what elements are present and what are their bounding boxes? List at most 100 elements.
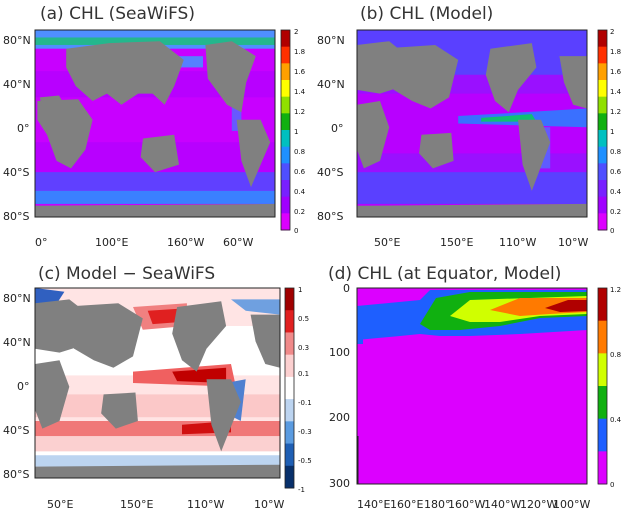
colorbar-swatch [598, 80, 607, 98]
panel-d-y-ticks: 0 100 200 300 [329, 282, 350, 490]
panel-a-x-tick: 160°W [167, 236, 204, 249]
colorbar-swatch [598, 213, 607, 231]
colorbar-swatch [281, 146, 290, 164]
colorbar-swatch [285, 465, 294, 489]
panel-c-x-tick: 50°E [47, 498, 73, 511]
panel-a-y-tick: 0° [17, 122, 30, 135]
panel-b-colorbar-label: 1.2 [610, 108, 621, 116]
colorbar-frame [597, 287, 608, 485]
colorbar-swatch [598, 113, 607, 131]
panel-a-colorbar-label: 0.4 [294, 188, 306, 196]
panel-a-colorbar-label: 0.2 [294, 208, 305, 216]
panel-d-x-tick: 180° [424, 498, 451, 511]
colorbar-swatch [598, 130, 607, 148]
panel-a-colorbar-label: 1 [294, 128, 298, 136]
panel-d-x-tick: 160°W [448, 498, 485, 511]
colorbar-swatch [281, 180, 290, 198]
panel-c-colorbar [284, 287, 295, 489]
panel-c-x-tick: 110°W [187, 498, 224, 511]
panel-c-colorbar-label: 1 [298, 286, 302, 294]
panel-c-y-tick: 40°S [3, 424, 29, 437]
panel-a-colorbar-label: 1.6 [294, 68, 306, 76]
panel-b-y-tick: 0° [331, 122, 344, 135]
colorbar-swatch [285, 421, 294, 445]
panel-b: (b) CHL (Model) 80°N 40°N 0° 40°S 80°S 5… [317, 4, 622, 249]
colorbar-swatch [281, 46, 290, 64]
panel-b-title: (b) CHL (Model) [360, 4, 493, 24]
colorbar-swatch [285, 332, 294, 356]
panel-c-colorbar-label: -0.1 [298, 399, 312, 407]
panel-d-colorbar-label: 1.2 [610, 286, 621, 294]
panel-c-colorbar-label: 0.1 [298, 370, 309, 378]
panel-b-x-ticks: 50°E 150°E 110°W 10°W [374, 236, 588, 249]
colorbar-swatch [598, 196, 607, 214]
panel-b-colorbar-label: 1.8 [610, 48, 621, 56]
panel-a-x-tick: 0° [35, 236, 48, 249]
panel-b-y-tick: 80°N [317, 34, 345, 47]
panel-a-colorbar-label: 0 [294, 227, 298, 235]
panel-d: (d) CHL (at Equator, Model) 0 100 200 30… [328, 264, 622, 511]
panel-b-colorbar-label: 1.4 [610, 88, 622, 96]
colorbar-swatch [598, 46, 607, 64]
panel-d-colorbar [597, 287, 608, 485]
panel-c-colorbar-label: -0.5 [298, 457, 312, 465]
colorbar-swatch [598, 180, 607, 198]
panel-c-title: (c) Model − SeaWiFS [38, 264, 215, 284]
colorbar-swatch [285, 310, 294, 333]
panel-b-colorbar-label: 0.2 [610, 208, 621, 216]
panel-a-colorbar-label: 1.2 [294, 108, 305, 116]
colorbar-frame [284, 287, 295, 489]
colorbar-swatch [598, 63, 607, 81]
panel-c-colorbar-label: 0.3 [298, 344, 309, 352]
colorbar-swatch [281, 130, 290, 148]
colorbar-swatch [285, 288, 294, 311]
colorbar-swatch [598, 451, 607, 485]
panel-d-x-tick: 160°E [390, 498, 423, 511]
panel-b-y-tick: 40°S [317, 166, 343, 179]
panel-a-colorbar-labels: 2 1.8 1.6 1.4 1.2 1 0.8 0.6 0.4 0.2 0 [294, 28, 306, 235]
colorbar-swatch [598, 146, 607, 164]
colorbar-swatch [285, 399, 294, 422]
panel-c-y-tick: 80°S [3, 468, 29, 481]
colorbar-swatch [598, 386, 607, 420]
panel-c-colorbar-label: -1 [298, 486, 305, 494]
panel-b-colorbar-label: 0.8 [610, 148, 621, 156]
panel-b-colorbar-label: 1.6 [610, 68, 622, 76]
colorbar-swatch [281, 163, 290, 181]
colorbar-swatch [285, 354, 294, 378]
panel-c: (c) Model − SeaWiFS 80°N 40°N 0° 40°S [3, 264, 312, 511]
colorbar-swatch [285, 443, 294, 467]
colorbar-frame [280, 29, 291, 231]
colorbar-swatch [281, 213, 290, 231]
panel-d-title: (d) CHL (at Equator, Model) [328, 264, 561, 284]
panel-a-y-tick: 80°N [3, 34, 31, 47]
colorbar-swatch [598, 96, 607, 114]
panel-d-y-tick: 300 [329, 477, 350, 490]
panel-a-colorbar-label: 0.8 [294, 148, 305, 156]
panel-b-colorbar [597, 29, 608, 231]
colorbar-swatch [598, 418, 607, 452]
colorbar-swatch [281, 113, 290, 131]
panel-b-colorbar-label: 2 [610, 28, 614, 36]
colorbar-swatch [281, 96, 290, 114]
panel-b-x-tick: 150°E [440, 236, 473, 249]
panel-d-y-tick: 100 [329, 346, 350, 359]
colorbar-frame [597, 29, 608, 231]
panel-b-y-tick: 80°S [317, 210, 343, 223]
panel-d-x-ticks: 140°E 160°E 180° 160°W 140°W 120°W 100°W [357, 498, 590, 511]
panel-a-colorbar-label: 1.8 [294, 48, 305, 56]
panel-a-x-tick: 100°E [95, 236, 128, 249]
panel-a-y-tick: 40°N [3, 78, 31, 91]
colorbar-swatch [281, 196, 290, 214]
panel-c-map [35, 288, 280, 478]
colorbar-swatch [281, 63, 290, 81]
panel-d-x-tick: 140°W [484, 498, 521, 511]
panel-a: (a) CHL (SeaWiFS) 80°N 40°N 0° 40°S 80°S… [3, 4, 306, 249]
panel-b-x-tick: 10°W [558, 236, 588, 249]
colorbar-swatch [598, 353, 607, 387]
panel-a-colorbar-label: 0.6 [294, 168, 306, 176]
panel-b-y-ticks: 80°N 40°N 0° 40°S 80°S [317, 34, 345, 223]
panel-c-colorbar-label: -0.3 [298, 428, 312, 436]
colorbar-swatch [598, 30, 607, 48]
